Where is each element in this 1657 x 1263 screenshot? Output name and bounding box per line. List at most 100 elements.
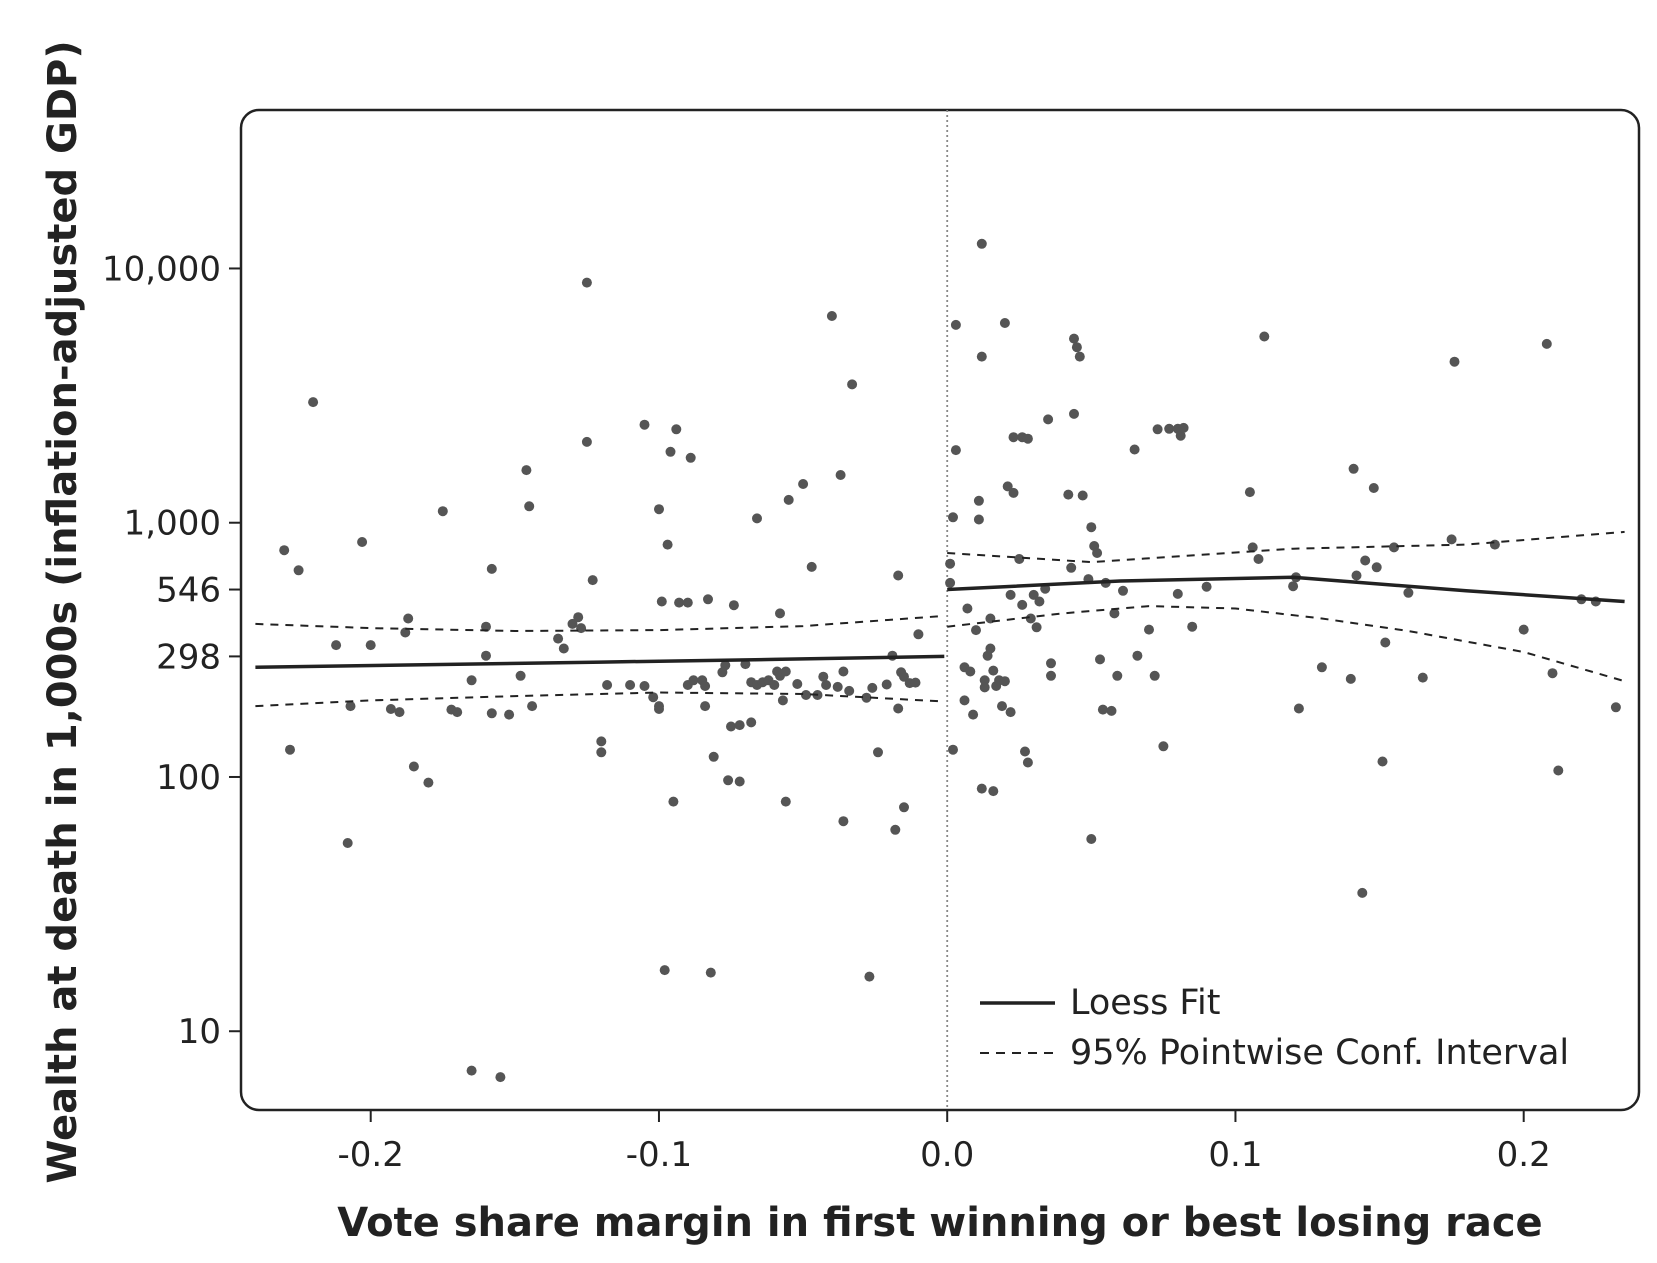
data-point [999,318,1010,328]
data-point [400,627,411,638]
data-point [1086,834,1097,844]
confidence-interval-line [947,605,1625,683]
data-point [890,824,901,835]
data-point [962,603,973,614]
data-point [968,709,979,720]
data-point [1132,650,1143,661]
data-point [700,701,711,712]
legend-label-loess: Loess Fit [1070,983,1220,1023]
data-point [821,680,832,690]
data-point [950,445,961,456]
data-point [838,666,849,677]
y-axis-title: Wealth at death in 1,000s (inflation-adj… [40,40,86,1183]
data-point [777,695,788,706]
data-point [838,816,849,827]
data-point [1417,672,1428,683]
data-point [1046,670,1056,681]
y-tick-label: 100 [156,758,221,798]
data-point [524,501,535,512]
data-point [700,681,711,691]
data-point [1541,338,1552,349]
data-point [665,446,676,457]
data-point [818,671,829,682]
data-point [308,397,319,408]
data-point [899,671,909,682]
data-point [893,570,904,581]
data-point [746,717,757,728]
data-point [910,677,921,688]
data-point [723,775,734,786]
data-point [893,703,904,714]
data-point [1244,487,1255,498]
data-point [1610,702,1621,713]
data-point [1449,356,1460,367]
data-point [835,470,846,480]
data-point [1008,432,1019,443]
data-point [948,512,958,523]
data-point [527,701,538,712]
data-point [452,707,463,718]
data-point [1046,658,1056,669]
data-point [521,465,532,476]
data-point [1403,587,1414,598]
data-point [965,666,976,677]
data-point [708,751,719,762]
data-point [466,675,477,686]
data-point [1144,624,1154,635]
data-point [1489,539,1500,550]
data-point [365,640,376,651]
data-point [867,682,878,693]
data-point [1247,542,1258,553]
data-point [1152,424,1163,435]
data-point [1017,599,1028,610]
fit-lines [255,530,1625,708]
data-point [720,660,731,671]
data-point [769,680,780,690]
data-point [705,967,716,978]
y-tick-label: 546 [156,571,221,611]
data-point [973,514,984,525]
data-point [913,629,924,640]
y-tick-label: 298 [156,637,221,677]
data-point [685,452,696,463]
data-point [999,676,1010,687]
data-point [1178,422,1189,433]
data-point [1288,581,1299,592]
y-tick-label: 1,000 [124,504,221,544]
data-point [844,685,855,696]
data-point [1175,430,1186,441]
data-point [1259,331,1270,342]
data-point [997,701,1007,712]
data-point [1005,589,1016,600]
data-point [1109,608,1120,619]
data-point [1008,487,1019,498]
data-point [1172,588,1183,599]
data-point [728,600,739,611]
data-point [1031,622,1042,633]
data-point [899,802,909,813]
data-point [976,238,987,249]
data-point [979,682,990,693]
data-point [285,744,295,755]
data-point [864,971,875,982]
data-point [1086,522,1097,533]
data-point [495,1072,506,1083]
data-point [1077,490,1088,501]
legend: Loess Fit 95% Pointwise Conf. Interval [980,983,1569,1073]
data-point [806,561,817,572]
data-point [654,504,664,515]
data-point [826,311,837,321]
data-point [1066,562,1077,573]
data-point [783,494,794,505]
data-point [1351,570,1362,581]
confidence-interval-line [947,530,1625,564]
data-point [1371,562,1382,573]
data-point [682,597,693,608]
data-point [357,537,368,547]
data-point [581,277,592,288]
x-tick-label: 0.2 [1497,1135,1551,1175]
data-point [486,563,497,574]
loess-fit-line [255,654,945,670]
legend-label-ci: 95% Pointwise Conf. Interval [1070,1033,1569,1073]
data-point [1022,757,1033,768]
